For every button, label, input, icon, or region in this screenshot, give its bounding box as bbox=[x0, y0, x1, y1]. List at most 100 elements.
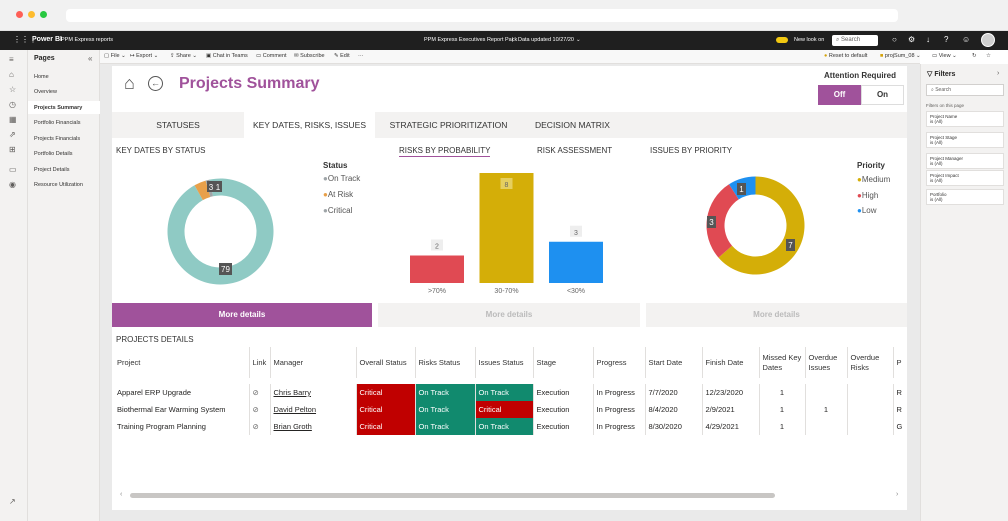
learn-icon[interactable]: ⊞ bbox=[9, 145, 16, 154]
risk-bar-30-70pct[interactable] bbox=[479, 173, 534, 283]
donut-slice-high[interactable] bbox=[706, 184, 739, 258]
home-nav-icon[interactable]: ⌂ bbox=[124, 73, 135, 93]
workspaces-icon[interactable]: ▭ bbox=[9, 165, 17, 174]
page-item-portfolio-financials[interactable]: Portfolio Financials bbox=[34, 120, 81, 126]
app-launcher-icon[interactable]: ⋮⋮⋮ bbox=[13, 35, 37, 44]
donut-slice-at-risk[interactable] bbox=[194, 180, 211, 201]
key-dates-more-details-button[interactable]: More details bbox=[112, 303, 372, 327]
tab-decision-matrix[interactable]: DECISION MATRIX bbox=[522, 112, 907, 138]
col-overdue-issues[interactable]: Overdue Issues bbox=[805, 347, 848, 378]
filter-card-portfolio[interactable]: Portfolio is (All) bbox=[926, 189, 1004, 205]
refresh-icon[interactable]: ↻ bbox=[972, 53, 977, 59]
key-dates-donut[interactable]: 3 1 79 bbox=[163, 174, 278, 289]
link-icon[interactable]: ⊘ bbox=[249, 384, 271, 401]
risk-bar-lt30pct[interactable] bbox=[549, 241, 603, 283]
maximize-window-dot[interactable] bbox=[40, 11, 47, 18]
page-item-overview[interactable]: Overview bbox=[34, 89, 57, 95]
issues-legend-medium[interactable]: ●Medium bbox=[857, 175, 890, 184]
global-search-input[interactable]: ⌕ Search bbox=[832, 35, 878, 46]
risk-assessment-tab[interactable]: RISK ASSESSMENT bbox=[537, 146, 613, 155]
risks-more-details-button[interactable]: More details bbox=[378, 303, 640, 327]
col-missed-key-dates[interactable]: Missed Key Dates bbox=[759, 347, 806, 378]
col-overall-status[interactable]: Overall Status bbox=[356, 347, 416, 378]
issues-donut[interactable]: 1 3 7 bbox=[703, 173, 808, 278]
workspace-name[interactable]: PPM Express reports bbox=[61, 37, 113, 43]
manager-link[interactable]: David Pelton bbox=[273, 405, 317, 414]
address-bar[interactable] bbox=[66, 9, 898, 22]
app-name[interactable]: Power BI bbox=[32, 36, 62, 43]
settings-icon[interactable]: ⚙ bbox=[908, 35, 916, 44]
apps-icon[interactable]: ▦ bbox=[9, 115, 17, 124]
col-issues-status[interactable]: Issues Status bbox=[475, 347, 534, 378]
key-dates-legend-on-track[interactable]: ●On Track bbox=[323, 174, 360, 183]
download-icon[interactable]: ↓ bbox=[926, 35, 930, 44]
favorite-star-icon[interactable]: ☆ bbox=[986, 53, 991, 59]
manager-link[interactable]: Chris Barry bbox=[273, 388, 312, 397]
reset-to-default-button[interactable]: ● Reset to default bbox=[824, 53, 867, 59]
filter-card-project-manager[interactable]: Project Manager is (All) bbox=[926, 153, 1004, 169]
donut-slice-medium[interactable] bbox=[718, 176, 805, 275]
col-link[interactable]: Link bbox=[249, 347, 271, 378]
table-horizontal-scrollbar[interactable] bbox=[130, 493, 775, 498]
col-risks-status[interactable]: Risks Status bbox=[415, 347, 476, 378]
key-dates-legend-critical[interactable]: ●Critical bbox=[323, 206, 352, 215]
expand-icon[interactable]: ↗ bbox=[9, 497, 16, 506]
share-menu[interactable]: ⇪ Share ⌄ bbox=[170, 53, 197, 59]
col-progress[interactable]: Progress bbox=[593, 347, 646, 378]
workspace-icon[interactable]: ◉ bbox=[9, 180, 16, 189]
file-menu[interactable]: ▢ File ⌄ bbox=[104, 53, 126, 59]
shared-icon[interactable]: ⇗ bbox=[9, 130, 16, 139]
table-row[interactable]: Apparel ERP Upgrade ⊘ Chris Barry Critic… bbox=[114, 384, 905, 401]
col-manager[interactable]: Manager bbox=[270, 347, 357, 378]
tab-strategic-prioritization[interactable]: STRATEGIC PRIORITIZATION bbox=[375, 112, 522, 138]
filter-card-project-impact[interactable]: Project Impact is (All) bbox=[926, 170, 1004, 186]
page-item-resource-utilization[interactable]: Resource Utilization bbox=[34, 182, 83, 188]
collapse-filters-icon[interactable]: › bbox=[997, 70, 1000, 77]
home-icon[interactable]: ⌂ bbox=[9, 70, 14, 79]
close-window-dot[interactable] bbox=[16, 11, 23, 18]
favorites-icon[interactable]: ☆ bbox=[9, 85, 17, 94]
minimize-window-dot[interactable] bbox=[28, 11, 35, 18]
recent-icon[interactable]: ◷ bbox=[9, 100, 16, 109]
view-menu[interactable]: ▭ View ⌄ bbox=[932, 53, 957, 59]
collapse-pages-icon[interactable]: « bbox=[88, 54, 93, 63]
risks-bar-chart[interactable]: 2 >70% 8 30-70% 3 <30% bbox=[395, 165, 620, 295]
attention-toggle-on[interactable]: On bbox=[861, 85, 904, 105]
col-finish-date[interactable]: Finish Date bbox=[702, 347, 760, 378]
table-row[interactable]: Biothermal Ear Warming System ⊘ David Pe… bbox=[114, 401, 905, 418]
scroll-left-icon[interactable]: ‹ bbox=[120, 491, 123, 498]
new-look-toggle[interactable] bbox=[776, 37, 788, 43]
bookmark-menu[interactable]: ■ projSum_08 ⌄ bbox=[880, 53, 921, 59]
filter-card-project-stage[interactable]: Project Stage is (All) bbox=[926, 132, 1004, 148]
filters-search-input[interactable]: ⌕ Search bbox=[926, 84, 1004, 96]
attention-toggle-off[interactable]: Off bbox=[818, 85, 861, 105]
issues-legend-high[interactable]: ●High bbox=[857, 191, 878, 200]
back-arrow-icon[interactable]: ← bbox=[148, 76, 163, 91]
col-p[interactable]: P bbox=[896, 358, 902, 367]
avatar[interactable] bbox=[981, 33, 995, 47]
col-overdue-risks[interactable]: Overdue Risks bbox=[847, 347, 894, 378]
page-item-portfolio-details[interactable]: Portfolio Details bbox=[34, 151, 73, 157]
hamburger-icon[interactable]: ≡ bbox=[9, 55, 14, 64]
page-item-projects-financials[interactable]: Projects Financials bbox=[34, 136, 81, 142]
link-icon[interactable]: ⊘ bbox=[249, 401, 271, 418]
col-start-date[interactable]: Start Date bbox=[645, 347, 703, 378]
link-icon[interactable]: ⊘ bbox=[249, 418, 271, 435]
comment-button[interactable]: ▭ Comment bbox=[256, 53, 287, 59]
page-item-projects-summary[interactable]: Projects Summary bbox=[28, 101, 100, 114]
data-updated[interactable]: Data updated 10/27/20 bbox=[518, 37, 574, 43]
scroll-right-icon[interactable]: › bbox=[896, 491, 899, 498]
issues-legend-low[interactable]: ●Low bbox=[857, 206, 877, 215]
chat-in-teams-button[interactable]: ▣ Chat in Teams bbox=[206, 53, 248, 59]
more-options-button[interactable]: ··· bbox=[358, 53, 364, 59]
tab-statuses[interactable]: STATUSES bbox=[112, 112, 244, 138]
help-icon[interactable]: ? bbox=[944, 35, 949, 44]
feedback-icon[interactable]: ☺ bbox=[962, 35, 971, 44]
issues-more-details-button[interactable]: More details bbox=[646, 303, 907, 327]
filter-card-project-name[interactable]: Project Name is (All) bbox=[926, 111, 1004, 127]
chevron-down-icon[interactable]: ⌄ bbox=[576, 37, 581, 43]
page-item-home[interactable]: Home bbox=[34, 74, 49, 80]
col-stage[interactable]: Stage bbox=[533, 347, 594, 378]
risk-bar-gt70pct[interactable] bbox=[410, 255, 464, 284]
notifications-icon[interactable]: ○ bbox=[892, 35, 897, 44]
